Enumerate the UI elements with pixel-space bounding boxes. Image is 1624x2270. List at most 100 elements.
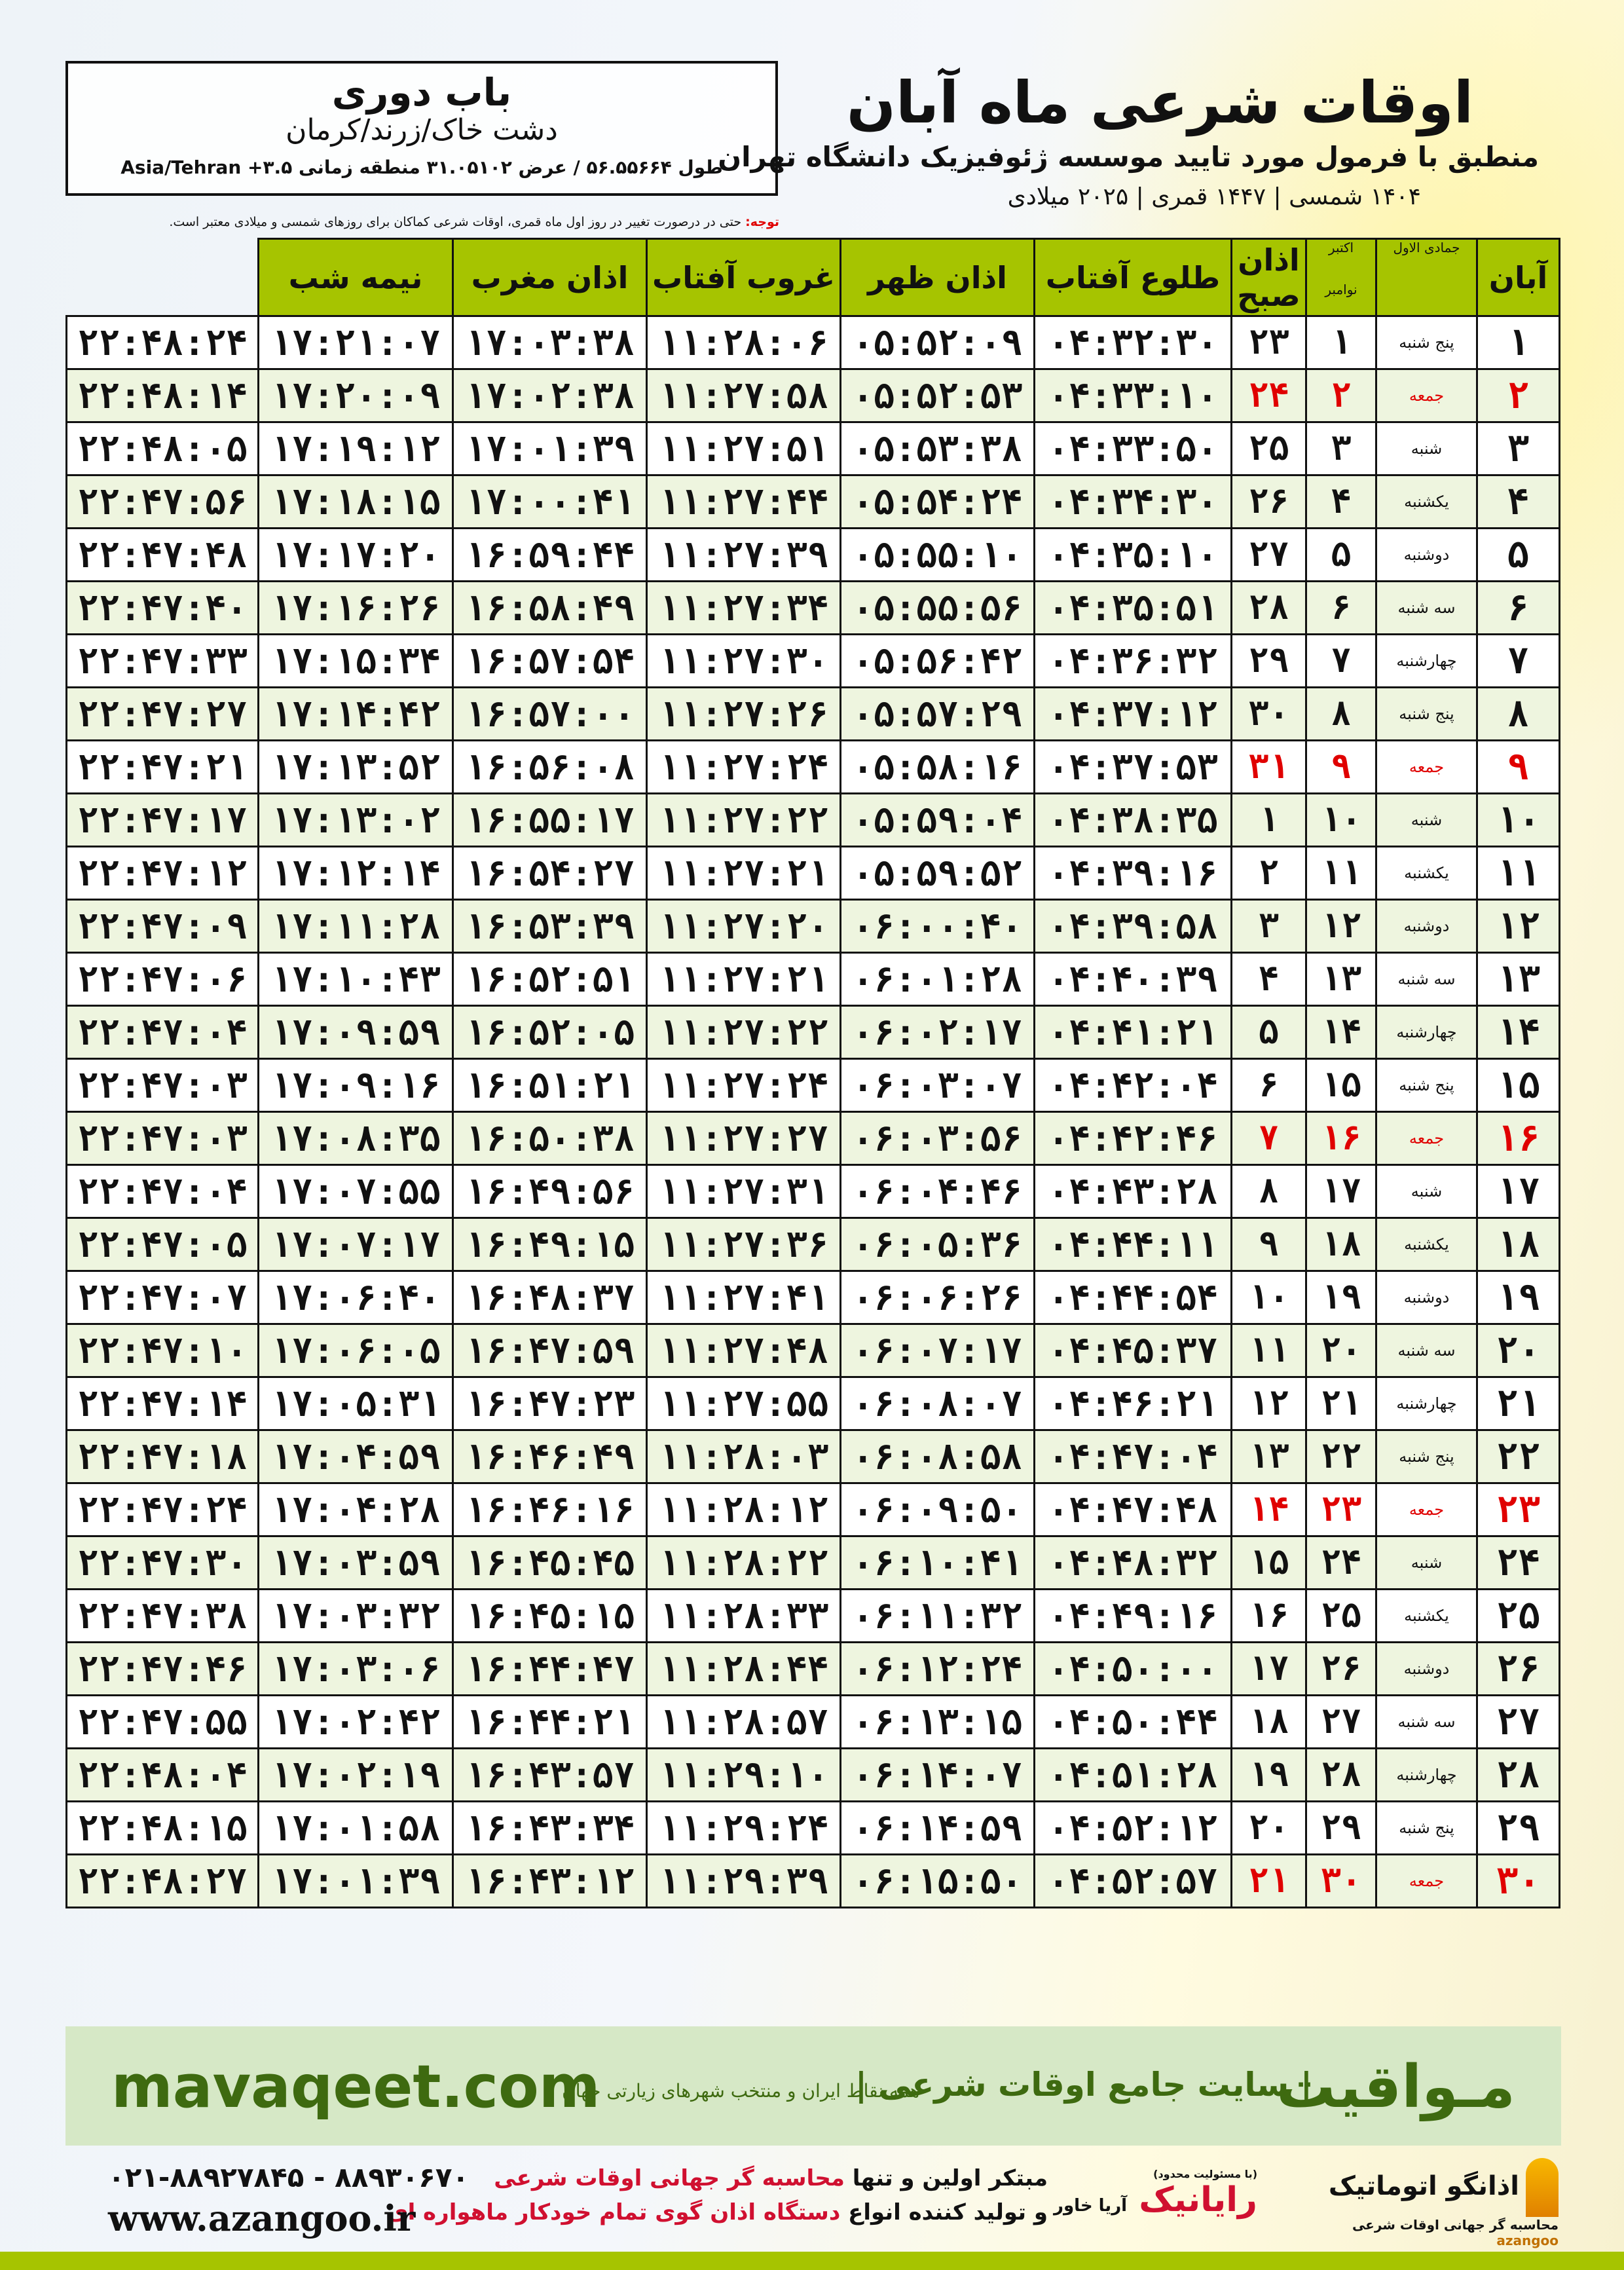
rayanik-sub: آریا خاور — [1053, 2196, 1128, 2216]
cell-dhuhr: ۱۱:۲۸:۱۲ — [646, 1482, 841, 1537]
cell-midnight: ۲۲:۴۸:۲۷ — [65, 1853, 259, 1908]
cell-weekday: چهارشنبه — [1375, 633, 1478, 688]
cell-dhuhr: ۱۱:۲۷:۲۷ — [646, 1111, 841, 1166]
cell-weekday: شنبه — [1375, 421, 1478, 476]
cell-weekday: دوشنبه — [1375, 527, 1478, 582]
cell-fajr: ۰۴:۵۰:۴۴ — [1033, 1694, 1232, 1749]
cell-midnight: ۲۲:۴۷:۵۶ — [65, 474, 259, 529]
cell-sunset: ۱۶:۴۵:۴۵ — [452, 1535, 648, 1590]
cell-hijri: ۲۹ — [1305, 1800, 1377, 1855]
cell-fajr: ۰۴:۴۴:۱۱ — [1033, 1217, 1232, 1272]
cell-midnight: ۲۲:۴۷:۱۷ — [65, 792, 259, 847]
cell-sunrise: ۰۶:۰۳:۵۶ — [840, 1111, 1035, 1166]
brand-logo: مـواقیت — [1276, 2053, 1515, 2121]
cell-sunrise: ۰۵:۵۴:۲۴ — [840, 474, 1035, 529]
cell-dhuhr: ۱۱:۲۷:۳۶ — [646, 1217, 841, 1272]
cell-maghrib: ۱۷:۰۵:۳۱ — [257, 1376, 454, 1431]
rayanik-note: (با مسئولیت محدود) — [1153, 2168, 1257, 2180]
cell-weekday: پنج شنبه — [1375, 1800, 1478, 1855]
cell-day: ۱۴ — [1476, 1005, 1560, 1060]
promo-line2-a: و تولید کننده انواع — [840, 2199, 1048, 2225]
cell-fajr: ۰۴:۴۷:۰۴ — [1033, 1429, 1232, 1484]
cell-weekday: پنج شنبه — [1375, 1429, 1478, 1484]
col-hijri: جمادی الاول — [1375, 238, 1478, 317]
cell-greg: ۴ — [1230, 952, 1307, 1007]
cell-weekday: جمعه — [1375, 1853, 1478, 1908]
cell-sunset: ۱۶:۵۵:۱۷ — [452, 792, 648, 847]
col-gregorian-top: اکتبر — [1328, 240, 1354, 255]
note: توجه: حتی در درصورت تغییر در روز اول ماه… — [65, 215, 779, 229]
cell-sunrise: ۰۵:۵۵:۵۶ — [840, 580, 1035, 635]
cell-midnight: ۲۲:۴۷:۵۵ — [65, 1694, 259, 1749]
cell-day: ۲۹ — [1476, 1800, 1560, 1855]
cell-dhuhr: ۱۱:۲۷:۵۵ — [646, 1376, 841, 1431]
cell-greg: ۱۳ — [1230, 1429, 1307, 1484]
cell-midnight: ۲۲:۴۷:۰۴ — [65, 1164, 259, 1219]
cell-midnight: ۲۲:۴۷:۱۰ — [65, 1323, 259, 1378]
cell-maghrib: ۱۷:۰۳:۵۹ — [257, 1535, 454, 1590]
cell-day: ۶ — [1476, 580, 1560, 635]
cell-greg: ۳۰ — [1230, 686, 1307, 741]
cell-dhuhr: ۱۱:۲۷:۲۱ — [646, 952, 841, 1007]
table-row: ۲۴ شنبه ۲۴ ۱۵ ۰۴:۴۸:۳۲ ۰۶:۱۰:۴۱ ۱۱:۲۸:۲۲ ۱۶:۴۵:… — [65, 1535, 1560, 1590]
cell-fajr: ۰۴:۵۰:۰۰ — [1033, 1641, 1232, 1696]
cell-midnight: ۲۲:۴۷:۱۴ — [65, 1376, 259, 1431]
banner-url[interactable]: mavaqeet.com — [111, 2053, 600, 2121]
cell-fajr: ۰۴:۳۹:۵۸ — [1033, 899, 1232, 954]
cell-greg: ۷ — [1230, 1111, 1307, 1166]
cell-day: ۱۰ — [1476, 792, 1560, 847]
cell-fajr: ۰۴:۴۰:۳۹ — [1033, 952, 1232, 1007]
cell-fajr: ۰۴:۳۹:۱۶ — [1033, 846, 1232, 901]
cell-hijri: ۱ — [1305, 315, 1377, 370]
cell-maghrib: ۱۷:۰۳:۰۶ — [257, 1641, 454, 1696]
cell-day: ۱۷ — [1476, 1164, 1560, 1219]
col-month: آبان — [1476, 238, 1560, 317]
cell-sunrise: ۰۶:۱۱:۳۲ — [840, 1588, 1035, 1643]
cell-midnight: ۲۲:۴۷:۳۰ — [65, 1535, 259, 1590]
cell-dhuhr: ۱۱:۲۸:۲۲ — [646, 1535, 841, 1590]
cell-day: ۲۰ — [1476, 1323, 1560, 1378]
cell-fajr: ۰۴:۴۷:۴۸ — [1033, 1482, 1232, 1537]
mosque-icon — [1526, 2158, 1559, 2217]
cell-midnight: ۲۲:۴۷:۲۴ — [65, 1482, 259, 1537]
cell-midnight: ۲۲:۴۸:۰۵ — [65, 421, 259, 476]
cell-sunset: ۱۶:۴۴:۴۷ — [452, 1641, 648, 1696]
cell-sunrise: ۰۶:۰۶:۲۶ — [840, 1270, 1035, 1325]
cell-sunrise: ۰۵:۵۶:۴۲ — [840, 633, 1035, 688]
cell-sunrise: ۰۵:۵۵:۱۰ — [840, 527, 1035, 582]
cell-sunrise: ۰۵:۵۲:۰۹ — [840, 315, 1035, 370]
col-sunrise: طلوع آفتاب — [1033, 238, 1232, 317]
cell-sunrise: ۰۶:۱۰:۴۱ — [840, 1535, 1035, 1590]
website-link[interactable]: www.azangoo.ir — [108, 2197, 416, 2239]
cell-sunrise: ۰۵:۵۷:۲۹ — [840, 686, 1035, 741]
cell-weekday: شنبه — [1375, 1535, 1478, 1590]
cell-maghrib: ۱۷:۱۱:۲۸ — [257, 899, 454, 954]
cell-sunset: ۱۶:۴۷:۵۹ — [452, 1323, 648, 1378]
page-title: اوقات شرعی ماه آبان — [846, 69, 1473, 136]
cell-weekday: پنج شنبه — [1375, 315, 1478, 370]
cell-day: ۷ — [1476, 633, 1560, 688]
cell-sunset: ۱۷:۰۲:۳۸ — [452, 368, 648, 423]
cell-sunset: ۱۷:۰۰:۴۱ — [452, 474, 648, 529]
cell-maghrib: ۱۷:۱۸:۱۵ — [257, 474, 454, 529]
cell-fajr: ۰۴:۳۴:۳۰ — [1033, 474, 1232, 529]
cell-greg: ۱۸ — [1230, 1694, 1307, 1749]
col-gregorian: اکتبر نوامبر — [1305, 238, 1377, 317]
cell-hijri: ۳ — [1305, 421, 1377, 476]
cell-greg: ۹ — [1230, 1217, 1307, 1272]
table-row: ۱۹ دوشنبه ۱۹ ۱۰ ۰۴:۴۴:۵۴ ۰۶:۰۶:۲۶ ۱۱:۲۷:۴۱ ۱۶:۴… — [65, 1270, 1560, 1325]
cell-day: ۲۸ — [1476, 1747, 1560, 1802]
table-row: ۲۱ چهارشنبه ۲۱ ۱۲ ۰۴:۴۶:۲۱ ۰۶:۰۸:۰۷ ۱۱:۲۷:۵۵ ۱۶… — [65, 1376, 1560, 1431]
cell-sunrise: ۰۵:۵۸:۱۶ — [840, 739, 1035, 794]
cell-sunrise: ۰۶:۱۳:۱۵ — [840, 1694, 1035, 1749]
cell-midnight: ۲۲:۴۷:۰۶ — [65, 952, 259, 1007]
cell-dhuhr: ۱۱:۲۷:۲۴ — [646, 739, 841, 794]
cell-sunrise: ۰۶:۰۵:۳۶ — [840, 1217, 1035, 1272]
cell-greg: ۱۲ — [1230, 1376, 1307, 1431]
cell-hijri: ۱۹ — [1305, 1270, 1377, 1325]
location-box: باب دوری دشت خاک/زرند/کرمان طول ۵۶.۵۵۶۶۴… — [65, 61, 778, 196]
cell-dhuhr: ۱۱:۲۷:۲۶ — [646, 686, 841, 741]
table-row: ۲۲ پنج شنبه ۲۲ ۱۳ ۰۴:۴۷:۰۴ ۰۶:۰۸:۵۸ ۱۱:۲۸:۰۳ ۱۶… — [65, 1429, 1560, 1484]
cell-midnight: ۲۲:۴۸:۲۴ — [65, 315, 259, 370]
cell-day: ۲۳ — [1476, 1482, 1560, 1537]
